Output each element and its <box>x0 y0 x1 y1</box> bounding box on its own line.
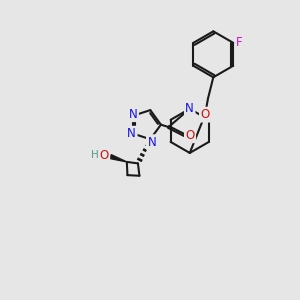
Text: N: N <box>127 127 136 140</box>
Text: H: H <box>92 150 99 160</box>
Polygon shape <box>110 155 127 162</box>
Text: N: N <box>129 108 138 121</box>
Text: F: F <box>236 36 243 49</box>
Text: O: O <box>100 148 109 162</box>
Text: N: N <box>185 102 194 115</box>
Text: O: O <box>200 108 210 121</box>
Text: O: O <box>185 129 195 142</box>
Text: N: N <box>147 136 156 149</box>
